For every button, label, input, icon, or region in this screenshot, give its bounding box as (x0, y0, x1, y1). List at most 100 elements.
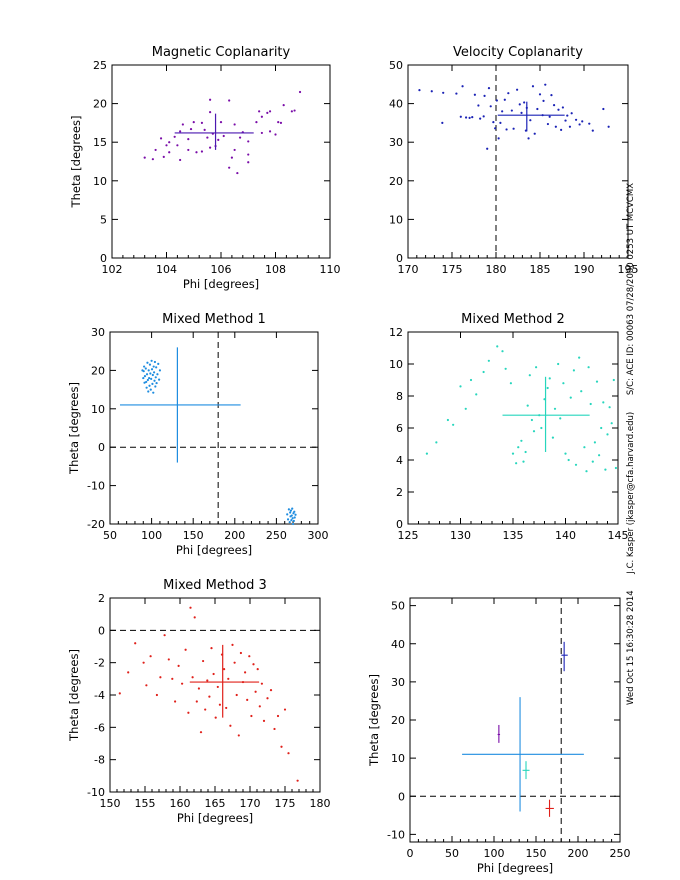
p4-data-point (587, 366, 590, 369)
p1-data-point (173, 135, 176, 138)
p5-data-point (248, 655, 251, 658)
p2-x-tick-label: 180 (486, 263, 507, 276)
p1-data-point (260, 115, 263, 118)
p1-y-tick-label: 20 (93, 98, 107, 111)
p2-data-point (468, 116, 471, 119)
p2-data-point (512, 127, 515, 130)
p3-y-tick-label: 0 (98, 441, 105, 454)
p4-data-point (551, 436, 555, 439)
p1-data-point (143, 156, 146, 159)
p5-data-point (195, 700, 198, 703)
p3-data-point (153, 360, 157, 364)
p1-data-point (236, 171, 239, 175)
p2-data-point (477, 104, 480, 107)
p5-x-axis-label: Phi [degrees] (177, 811, 253, 825)
p5-data-point (134, 642, 137, 645)
p4-data-point (487, 359, 490, 362)
p2-y-tick-label: 20 (389, 175, 403, 188)
p5-data-point (212, 672, 215, 676)
p2-y-tick-label: 0 (396, 252, 403, 265)
p1-data-point (222, 134, 225, 138)
p5-data-point (227, 677, 230, 680)
p3-data-point (145, 373, 149, 376)
p2-x-tick-label: 195 (618, 263, 639, 276)
p1-data-point (209, 110, 212, 114)
p5-data-point (244, 671, 247, 674)
p5-data-point (250, 714, 253, 718)
p5-data-point (145, 684, 148, 687)
p4-data-point (524, 450, 527, 454)
p4-data-point (517, 446, 520, 449)
p3-data-point (149, 388, 152, 391)
p2-x-tick-label: 170 (398, 263, 419, 276)
p2-data-point (501, 110, 504, 113)
p5-data-point (159, 676, 162, 679)
p2-data-point (542, 99, 545, 102)
p2-data-point (494, 127, 497, 130)
p2-data-point (461, 85, 464, 88)
p5-data-point (187, 711, 190, 714)
p3-data-point (145, 380, 148, 384)
p2-data-point (441, 121, 444, 124)
p2-data-point (503, 98, 506, 101)
p1-data-point (209, 98, 212, 101)
p5-data-point (246, 698, 249, 701)
p4-data-point (452, 423, 455, 426)
p4-data-point (501, 350, 504, 353)
p3-data-point (289, 509, 293, 512)
p3-data-point (293, 516, 296, 519)
p5-data-point (181, 682, 184, 685)
p1-data-point (298, 90, 302, 94)
p3-data-point (153, 379, 156, 382)
p5-data-point (214, 716, 217, 719)
p5-data-point (223, 668, 226, 671)
p2-data-point (471, 116, 474, 119)
p3-data-point (151, 382, 154, 385)
p5-data-point (199, 731, 203, 734)
p3-x-tick-label: 100 (141, 529, 162, 542)
p1-y-tick-label: 10 (93, 175, 107, 188)
p2-data-point (560, 128, 563, 131)
p1-y-tick-label: 15 (93, 136, 107, 149)
p3-data-point (155, 381, 158, 385)
p2-data-point (591, 129, 594, 132)
p2-data-point (482, 115, 485, 118)
p1-data-point (290, 110, 293, 113)
p3-data-point (152, 391, 155, 394)
p5-data-point (254, 690, 257, 693)
p5-data-point (235, 693, 238, 697)
p3-data-point (290, 514, 293, 517)
p5-data-point (127, 671, 130, 674)
p2-data-point (516, 88, 519, 91)
p3-data-point (291, 522, 295, 526)
p5-data-point (229, 724, 232, 727)
p3-data-point (147, 390, 150, 393)
p4-data-point (585, 470, 588, 473)
p5-x-tick-label: 170 (240, 797, 261, 810)
p4-data-point (526, 404, 529, 407)
p2-data-point (574, 118, 578, 121)
p5-data-point (218, 703, 221, 706)
p5-data-point (266, 697, 269, 700)
p2-data-point (602, 107, 605, 111)
p3-data-point (152, 371, 156, 374)
p5-data-point (142, 661, 145, 664)
p1-data-point (200, 121, 204, 124)
p3-data-point (286, 518, 290, 521)
p1-data-point (154, 148, 157, 152)
p6-x-tick-label: 150 (526, 847, 547, 860)
p4-data-point (591, 460, 594, 463)
p2-data-point (531, 85, 535, 88)
p3-data-point (289, 511, 292, 514)
p4-data-point (469, 378, 473, 382)
p3-frame (109, 331, 319, 525)
p1-data-point (279, 121, 283, 124)
p3-data-point (150, 368, 154, 371)
p4-data-point (610, 422, 613, 425)
p5-data-point (118, 692, 121, 695)
p2-data-point (518, 103, 521, 106)
p3-x-axis-label: Phi [degrees] (176, 543, 252, 557)
p1-data-point (179, 158, 182, 162)
p5-data-point (231, 643, 234, 646)
p5-data-point (174, 700, 177, 703)
